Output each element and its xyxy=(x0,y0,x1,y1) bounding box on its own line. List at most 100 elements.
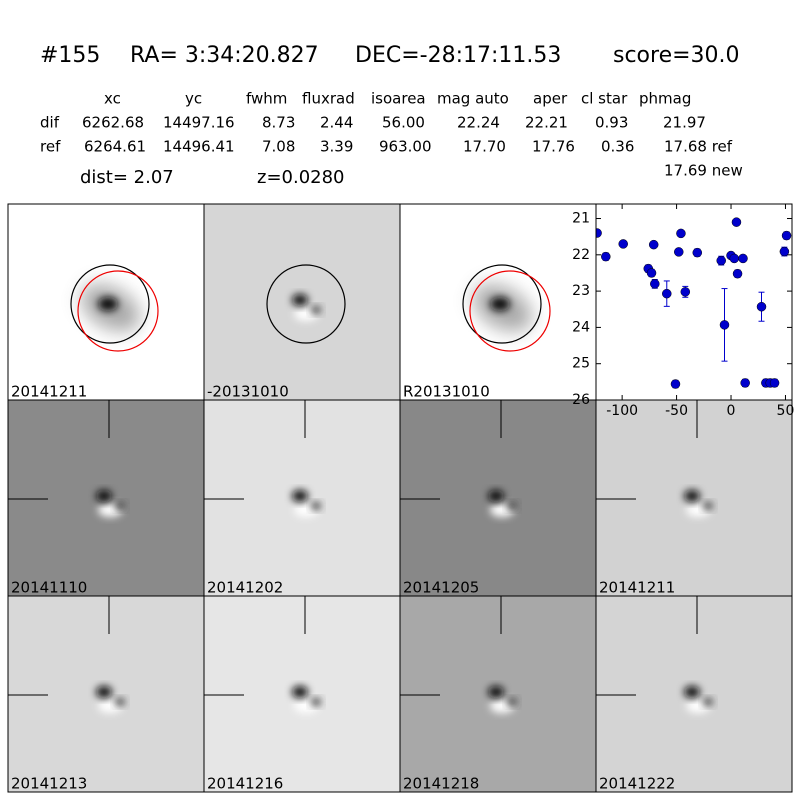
residual-dark xyxy=(115,698,125,706)
cell: 14497.16 xyxy=(163,114,235,132)
residual-dark xyxy=(96,686,112,698)
x-tick-label: 0 xyxy=(727,403,736,419)
column-header: phmag xyxy=(639,90,691,108)
stamp-label: 20141218 xyxy=(403,775,479,793)
point xyxy=(674,247,684,257)
ref-aperture xyxy=(469,270,551,352)
residual-dark xyxy=(488,686,504,698)
cell: 963.00 xyxy=(379,138,432,156)
galaxy-core xyxy=(490,297,510,311)
stamp-label: 20141222 xyxy=(599,775,675,793)
column-header: yc xyxy=(185,90,202,108)
galaxy-core xyxy=(98,297,118,311)
point xyxy=(716,255,726,266)
row-label: dif xyxy=(40,114,60,132)
stamp-label: 20141216 xyxy=(207,775,283,793)
cell: 21.97 xyxy=(663,114,706,132)
cell: 17.68 ref xyxy=(664,138,733,156)
x-tick-label: -50 xyxy=(665,403,688,419)
x-tick-label: 50 xyxy=(777,403,795,419)
stamps: 20141211 -20131010 R20131010 20141110 201412… xyxy=(7,203,793,793)
column-header: xc xyxy=(104,90,121,108)
point xyxy=(756,301,767,312)
point xyxy=(779,246,790,257)
column-header: mag auto xyxy=(437,90,509,108)
point xyxy=(740,378,750,388)
cell: 0.36 xyxy=(601,138,634,156)
candidate-id: #155 xyxy=(40,43,100,68)
cell: 14496.41 xyxy=(163,138,235,156)
residual-dark xyxy=(311,698,321,706)
point xyxy=(719,320,730,330)
column-header: aper xyxy=(533,90,568,108)
cell: 0.93 xyxy=(595,114,628,132)
redshift: z=0.0280 xyxy=(257,167,345,188)
cell: 17.70 xyxy=(463,138,506,156)
column-header: fwhm xyxy=(246,90,287,108)
cell: 17.76 xyxy=(532,138,575,156)
point xyxy=(731,217,742,227)
cell: 6262.68 xyxy=(82,114,144,132)
residual-dark xyxy=(507,698,517,706)
points xyxy=(596,217,792,389)
point xyxy=(670,379,681,389)
stamp-label: 20141211 xyxy=(11,383,87,401)
cell: 3.39 xyxy=(320,138,353,156)
point xyxy=(676,228,686,239)
dist: dist= 2.07 xyxy=(80,167,174,188)
residual-dark xyxy=(96,490,112,502)
residual-dark xyxy=(292,294,308,306)
residual-dark xyxy=(684,686,700,698)
y-tick-label: 23 xyxy=(572,283,590,299)
ra: RA= 3:34:20.827 xyxy=(130,43,319,68)
dec: DEC=-28:17:11.53 xyxy=(355,43,561,68)
column-header: fluxrad xyxy=(302,90,355,108)
point xyxy=(732,268,743,279)
y-tick-label: 22 xyxy=(572,247,590,263)
point xyxy=(650,279,660,289)
row-label: ref xyxy=(40,138,61,156)
residual-dark xyxy=(703,698,713,706)
residual-dark xyxy=(115,502,125,510)
y-tick-label: 26 xyxy=(572,392,590,408)
stamp-label: 20141205 xyxy=(403,579,479,597)
residual-dark xyxy=(311,306,321,314)
residual-dark xyxy=(292,686,308,698)
point xyxy=(618,239,628,249)
aperture xyxy=(266,264,346,344)
column-header: isoarea xyxy=(371,90,426,108)
cell: 56.00 xyxy=(382,114,425,132)
point xyxy=(680,287,691,297)
stamp-label: -20131010 xyxy=(207,383,289,401)
cell: 22.24 xyxy=(457,114,500,132)
cell: 6264.61 xyxy=(84,138,146,156)
aperture xyxy=(462,264,542,344)
ref-aperture xyxy=(77,270,159,352)
column-header: cl star xyxy=(581,90,628,108)
stamp-label: 20141110 xyxy=(11,579,87,597)
score: score=30.0 xyxy=(613,43,740,68)
point xyxy=(769,378,780,388)
cell: 8.73 xyxy=(262,114,295,132)
residual-dark xyxy=(703,502,713,510)
phmag-new: 17.69 new xyxy=(664,162,743,180)
plot-area xyxy=(596,204,792,400)
residual-dark xyxy=(292,490,308,502)
aperture xyxy=(70,264,150,344)
stamp-frame xyxy=(595,595,793,793)
residual-dark xyxy=(684,490,700,502)
point xyxy=(781,230,792,241)
stamp-label: 20141211 xyxy=(599,579,675,597)
stamp-label: R20131010 xyxy=(403,383,490,401)
point xyxy=(692,247,703,258)
point xyxy=(596,228,602,238)
y-tick-label: 24 xyxy=(572,319,590,335)
y-tick-label: 25 xyxy=(572,356,590,372)
residual-dark xyxy=(507,502,517,510)
point xyxy=(738,253,748,264)
light-curve: 21 22 23 24 25 26 -100 -50 0 50 xyxy=(572,203,795,419)
y-tick-label: 21 xyxy=(572,211,590,227)
stamp-label: 20141213 xyxy=(11,775,87,793)
